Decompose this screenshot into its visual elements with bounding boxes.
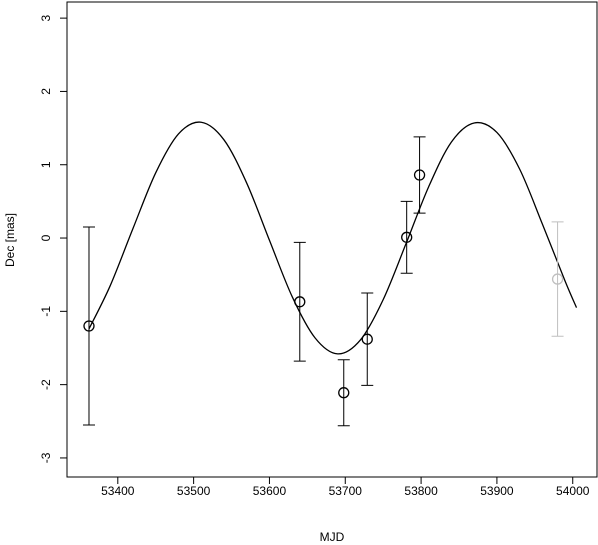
error-bar bbox=[551, 221, 564, 337]
y-tick-label: 3 bbox=[39, 14, 53, 21]
error-bar bbox=[337, 359, 350, 427]
error-bar bbox=[293, 241, 306, 362]
y-tick-label: -3 bbox=[39, 452, 53, 463]
error-bar bbox=[82, 226, 95, 426]
plot-frame bbox=[66, 1, 598, 478]
data-point bbox=[551, 273, 564, 285]
data-point bbox=[338, 387, 350, 399]
y-tick-label: -1 bbox=[39, 306, 53, 317]
x-tick-label: 53600 bbox=[253, 484, 287, 498]
data-point bbox=[401, 231, 413, 243]
x-tick-label: 54000 bbox=[556, 484, 590, 498]
y-axis-label: Dec [mas] bbox=[3, 213, 17, 267]
error-bar bbox=[413, 136, 426, 214]
x-tick-label: 53700 bbox=[329, 484, 363, 498]
y-tick-label: 1 bbox=[39, 161, 53, 168]
x-axis-label: MJD bbox=[320, 530, 345, 544]
data-point bbox=[83, 320, 95, 332]
y-tick-label: 2 bbox=[39, 88, 53, 95]
data-point bbox=[294, 296, 306, 308]
error-bar bbox=[361, 292, 374, 386]
fit-curve bbox=[88, 121, 578, 355]
x-tick-label: 53900 bbox=[480, 484, 514, 498]
data-point bbox=[361, 333, 373, 345]
x-tick-label: 53500 bbox=[177, 484, 211, 498]
y-tick-label: -2 bbox=[39, 379, 53, 390]
y-tick-label: 0 bbox=[39, 234, 53, 241]
data-point bbox=[413, 169, 426, 181]
x-tick-label: 53400 bbox=[101, 484, 135, 498]
x-tick-label: 53800 bbox=[404, 484, 438, 498]
error-bar bbox=[400, 200, 413, 274]
